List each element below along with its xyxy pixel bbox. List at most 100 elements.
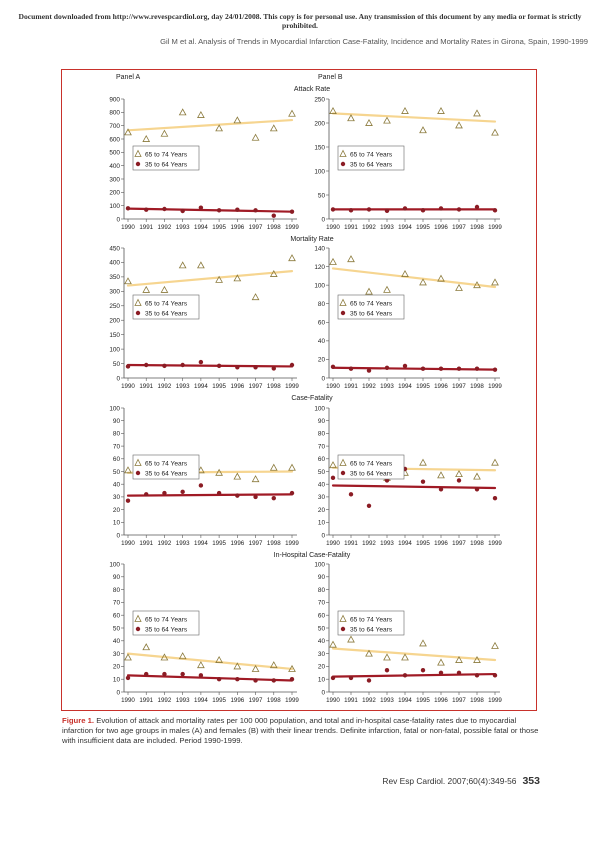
caption-text: Evolution of attack and mortality rates … bbox=[62, 716, 539, 746]
data-point-35-64 bbox=[474, 673, 480, 678]
x-tick-label: 1993 bbox=[380, 540, 394, 547]
legend-label-35-64: 35 to 64 Years bbox=[350, 162, 393, 169]
data-point-65-74 bbox=[142, 285, 151, 293]
y-tick-label: 250 bbox=[314, 96, 325, 103]
data-point-65-74 bbox=[124, 277, 132, 285]
y-tick-label: 10 bbox=[113, 677, 121, 684]
data-point-35-64 bbox=[198, 359, 204, 365]
y-tick-label: 80 bbox=[113, 431, 121, 438]
x-tick-label: 1990 bbox=[326, 697, 340, 704]
trend-line-35-64 bbox=[126, 674, 294, 682]
x-tick-label: 1996 bbox=[434, 540, 448, 547]
data-point-65-74 bbox=[401, 653, 409, 661]
y-tick-label: 80 bbox=[318, 301, 326, 308]
chart-panel: 0 20 40 60 80 100 120 140 1990 1991 1992 1993 1994 19… bbox=[314, 245, 502, 390]
y-tick-label: 90 bbox=[318, 574, 326, 581]
legend-marker-35-64 bbox=[340, 161, 346, 167]
data-point-65-74 bbox=[233, 662, 242, 670]
y-tick-label: 50 bbox=[318, 625, 326, 632]
legend-marker-35-64 bbox=[340, 470, 346, 476]
y-tick-label: 60 bbox=[318, 320, 326, 327]
x-tick-label: 1993 bbox=[176, 383, 190, 390]
data-point-65-74 bbox=[160, 129, 169, 137]
data-point-35-64 bbox=[253, 208, 258, 213]
x-tick-label: 1996 bbox=[434, 224, 448, 231]
x-tick-label: 1995 bbox=[212, 383, 226, 390]
y-tick-label: 500 bbox=[109, 150, 120, 157]
x-tick-label: 1994 bbox=[194, 540, 208, 547]
y-tick-label: 50 bbox=[113, 361, 121, 368]
data-point-35-64 bbox=[271, 366, 276, 371]
x-tick-label: 1998 bbox=[267, 224, 281, 231]
legend-label-35-64: 35 to 64 Years bbox=[350, 471, 393, 478]
data-point-65-74 bbox=[269, 661, 278, 669]
data-point-65-74 bbox=[419, 278, 427, 286]
data-point-35-64 bbox=[216, 490, 222, 496]
chart-panel: 0 10 20 30 40 50 60 70 80 90 100 1990 1991 1992 1993 19… bbox=[314, 561, 502, 704]
x-tick-label: 1997 bbox=[452, 224, 466, 231]
data-point-65-74 bbox=[215, 655, 223, 663]
x-tick-label: 1996 bbox=[230, 383, 244, 390]
x-tick-label: 1997 bbox=[452, 697, 466, 704]
x-tick-label: 1990 bbox=[326, 383, 340, 390]
data-point-65-74 bbox=[491, 128, 499, 136]
data-point-35-64 bbox=[198, 483, 204, 488]
x-tick-label: 1990 bbox=[326, 540, 340, 547]
data-point-65-74 bbox=[251, 664, 260, 672]
data-point-35-64 bbox=[384, 208, 390, 214]
x-tick-label: 1995 bbox=[212, 224, 226, 231]
footer-citation: Rev Esp Cardiol. 2007;60(4):349-56 bbox=[382, 776, 517, 786]
data-point-35-64 bbox=[289, 209, 295, 214]
data-point-35-64 bbox=[144, 492, 149, 497]
x-tick-label: 1993 bbox=[176, 224, 190, 231]
x-tick-label: 1992 bbox=[362, 697, 376, 704]
data-point-35-64 bbox=[366, 368, 372, 373]
data-point-35-64 bbox=[253, 365, 258, 370]
y-tick-label: 30 bbox=[318, 651, 326, 658]
data-point-65-74 bbox=[329, 106, 337, 114]
y-tick-label: 60 bbox=[113, 456, 121, 463]
legend-label-35-64: 35 to 64 Years bbox=[145, 311, 188, 318]
legend-marker-35-64 bbox=[135, 310, 141, 316]
x-tick-label: 1999 bbox=[488, 697, 502, 704]
data-point-35-64 bbox=[162, 490, 167, 496]
x-tick-label: 1999 bbox=[285, 540, 299, 547]
data-point-65-74 bbox=[347, 255, 355, 263]
data-point-35-64 bbox=[330, 364, 336, 370]
legend-marker-35-64 bbox=[340, 310, 346, 316]
x-tick-label: 1992 bbox=[362, 224, 376, 231]
data-point-35-64 bbox=[144, 671, 149, 677]
figure-frame bbox=[61, 69, 537, 711]
data-point-65-74 bbox=[437, 274, 445, 282]
data-point-35-64 bbox=[125, 206, 131, 211]
legend-marker-65-74 bbox=[339, 614, 347, 622]
x-tick-label: 1995 bbox=[212, 540, 226, 547]
x-tick-label: 1990 bbox=[121, 540, 135, 547]
y-tick-label: 80 bbox=[318, 431, 326, 438]
legend-box bbox=[337, 610, 405, 636]
data-point-65-74 bbox=[455, 121, 463, 129]
y-tick-label: 80 bbox=[113, 587, 121, 594]
data-point-35-64 bbox=[348, 492, 354, 497]
x-tick-label: 1991 bbox=[139, 383, 153, 390]
data-point-35-64 bbox=[456, 366, 462, 371]
data-point-35-64 bbox=[366, 678, 372, 683]
y-tick-label: 70 bbox=[113, 443, 121, 450]
data-point-65-74 bbox=[269, 463, 278, 471]
data-point-65-74 bbox=[419, 126, 427, 134]
legend-label-65-74: 65 to 74 Years bbox=[350, 152, 393, 159]
y-tick-label: 100 bbox=[314, 405, 325, 412]
data-point-35-64 bbox=[235, 207, 240, 212]
row-title: Case-Fatality bbox=[291, 395, 333, 402]
y-tick-label: 30 bbox=[113, 651, 121, 658]
legend-box bbox=[132, 454, 200, 480]
y-tick-label: 350 bbox=[109, 274, 120, 281]
row-title: In-Hospital Case-Fatality bbox=[274, 552, 351, 559]
x-tick-label: 1991 bbox=[344, 540, 358, 547]
caption-label: Figure 1. bbox=[62, 716, 95, 725]
data-point-65-74 bbox=[178, 108, 187, 116]
data-point-65-74 bbox=[491, 278, 499, 286]
x-tick-label: 1994 bbox=[398, 540, 412, 547]
x-tick-label: 1997 bbox=[249, 224, 263, 231]
